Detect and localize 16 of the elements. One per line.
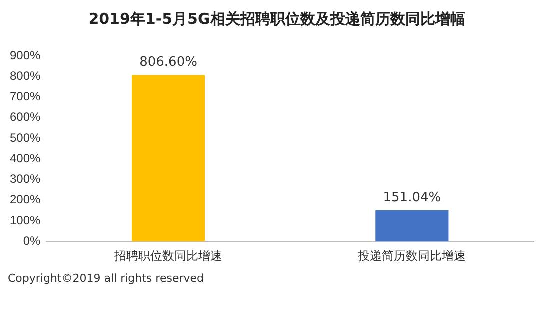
- data-label: 151.04%: [383, 190, 442, 206]
- x-tick-label: 投递简历数同比增速: [357, 249, 466, 264]
- y-tick-label: 900%: [10, 48, 42, 62]
- y-tick-label: 800%: [10, 68, 42, 83]
- data-label: 806.60%: [140, 55, 198, 70]
- text: Copyright©2019 all rights reserved: [8, 272, 205, 285]
- chart-title: 2019年1-5月5G相关招聘职位数及投递简历数同比增幅: [88, 10, 466, 30]
- y-tick-label: 500%: [10, 130, 42, 145]
- x-tick-label: 招聘职位数同比增速: [114, 249, 223, 264]
- y-tick-label: 400%: [10, 151, 42, 166]
- y-tick-label: 0%: [23, 234, 42, 248]
- y-tick-label: 100%: [10, 213, 42, 228]
- y-tick-label: 600%: [10, 110, 42, 124]
- y-tick-label: 300%: [10, 172, 42, 186]
- y-tick-label: 700%: [10, 90, 42, 104]
- y-tick-label: 200%: [10, 192, 42, 207]
